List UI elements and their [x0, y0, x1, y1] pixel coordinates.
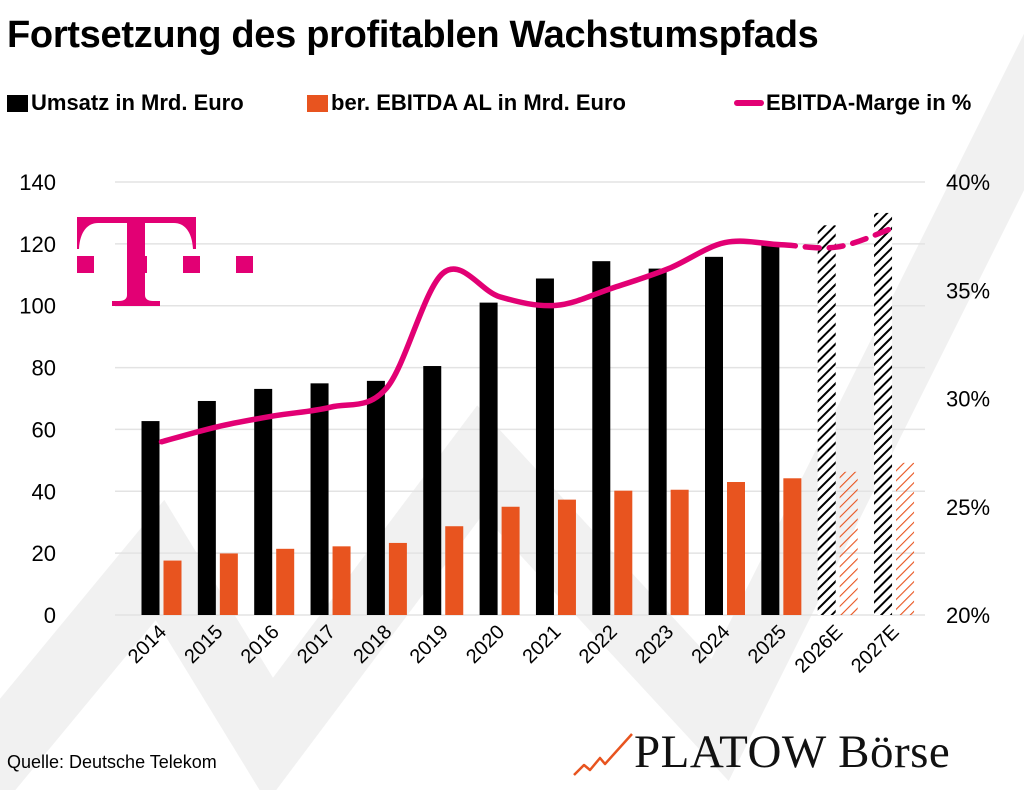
- x-tick-label: 2014: [124, 621, 171, 668]
- legend-swatch-ebitda: [307, 94, 328, 112]
- legend-swatch-revenue: [7, 94, 28, 112]
- y-right-tick-label: 30%: [946, 387, 990, 412]
- bar-ebitda: [614, 490, 633, 615]
- bar-ebitda: [332, 546, 351, 615]
- bar-revenue: [366, 380, 385, 615]
- x-tick-label: 2016: [237, 621, 284, 668]
- bar-ebitda: [557, 499, 576, 615]
- gridlines: [115, 181, 925, 616]
- platow-brand-name: PLATOW Börse: [634, 726, 951, 778]
- x-tick-label: 2026E: [791, 621, 847, 677]
- y-right-tick-label: 40%: [946, 170, 990, 195]
- x-tick-label: 2023: [631, 621, 678, 668]
- y-left-tick-label: 0: [44, 603, 56, 628]
- y-right-tick-label: 20%: [946, 603, 990, 628]
- x-tick-label: 2020: [462, 621, 509, 668]
- bar-revenue: [592, 261, 611, 615]
- bar-revenue: [761, 245, 780, 615]
- bar-revenue: [874, 212, 893, 615]
- legend-item-revenue: Umsatz in Mrd. Euro: [7, 90, 244, 116]
- platow-logo: PLATOW Börse: [572, 727, 950, 777]
- x-axis-labels: 2014 2015 2016 2017 2018 2019 2020 2021 2022 2023…: [124, 621, 904, 677]
- y-right-tick-label: 35%: [946, 278, 990, 303]
- legend-label-ebitda: ber. EBITDA AL in Mrd. Euro: [331, 90, 626, 115]
- x-tick-label: 2018: [349, 621, 396, 668]
- bar-revenue: [310, 383, 329, 615]
- bars: [141, 212, 915, 616]
- y-left-tick-label: 60: [32, 417, 56, 442]
- y-left-tick-label: 80: [32, 356, 56, 381]
- legend-label-revenue: Umsatz in Mrd. Euro: [31, 90, 244, 115]
- x-tick-label: 2027E: [847, 621, 903, 677]
- y-left-tick-label: 120: [19, 232, 56, 257]
- x-tick-label: 2021: [518, 621, 565, 668]
- chart-title: Fortsetzung des profitablen Wachstumspfa…: [7, 14, 819, 56]
- bar-revenue: [648, 268, 667, 615]
- legend: Umsatz in Mrd. Euro ber. EBITDA AL in Mr…: [0, 88, 1024, 122]
- bar-revenue: [705, 256, 723, 615]
- bar-ebitda: [276, 548, 295, 615]
- legend-label-margin: EBITDA-Marge in %: [766, 90, 972, 115]
- bar-ebitda: [727, 482, 745, 615]
- y-right-tick-label: 25%: [946, 495, 990, 520]
- bar-ebitda: [388, 542, 407, 615]
- x-tick-label: 2024: [688, 621, 735, 668]
- bar-ebitda: [501, 506, 520, 615]
- bar-ebitda: [163, 560, 182, 615]
- x-tick-label: 2022: [575, 621, 622, 668]
- bar-ebitda: [445, 526, 464, 615]
- y-left-tick-label: 40: [32, 479, 56, 504]
- rising-chart-arrow-icon: [573, 733, 633, 776]
- y-left-tick-label: 100: [19, 294, 56, 319]
- x-tick-label: 2025: [744, 621, 791, 668]
- bar-revenue: [141, 421, 160, 615]
- bar-ebitda: [670, 489, 689, 615]
- telekom-t-logo: [77, 217, 253, 306]
- y-left-tick-label: 20: [32, 541, 56, 566]
- x-tick-label: 2017: [293, 621, 340, 668]
- margin-line-actual: [158, 238, 785, 445]
- bar-revenue: [479, 302, 498, 615]
- legend-swatch-margin: [734, 100, 764, 106]
- margin-line: [158, 224, 897, 445]
- bar-revenue: [254, 388, 273, 615]
- bar-ebitda: [839, 471, 858, 615]
- bar-ebitda: [896, 462, 915, 615]
- x-tick-label: 2015: [180, 621, 227, 668]
- y-left-tick-label: 140: [19, 170, 56, 195]
- x-tick-label: 2019: [406, 621, 453, 668]
- bar-revenue: [197, 400, 216, 615]
- legend-item-ebitda: ber. EBITDA AL in Mrd. Euro: [307, 90, 626, 116]
- bar-revenue: [817, 225, 836, 616]
- bar-ebitda: [783, 478, 802, 615]
- bar-ebitda: [219, 553, 238, 615]
- y-axis-left: 0 20 40 60 80 100 120 140: [19, 170, 56, 628]
- source-note: Quelle: Deutsche Telekom: [7, 752, 217, 772]
- bar-revenue: [535, 278, 554, 615]
- legend-item-margin: EBITDA-Marge in %: [734, 90, 971, 116]
- bar-revenue: [423, 366, 442, 615]
- y-axis-right: 20% 25% 30% 35% 40%: [946, 170, 990, 628]
